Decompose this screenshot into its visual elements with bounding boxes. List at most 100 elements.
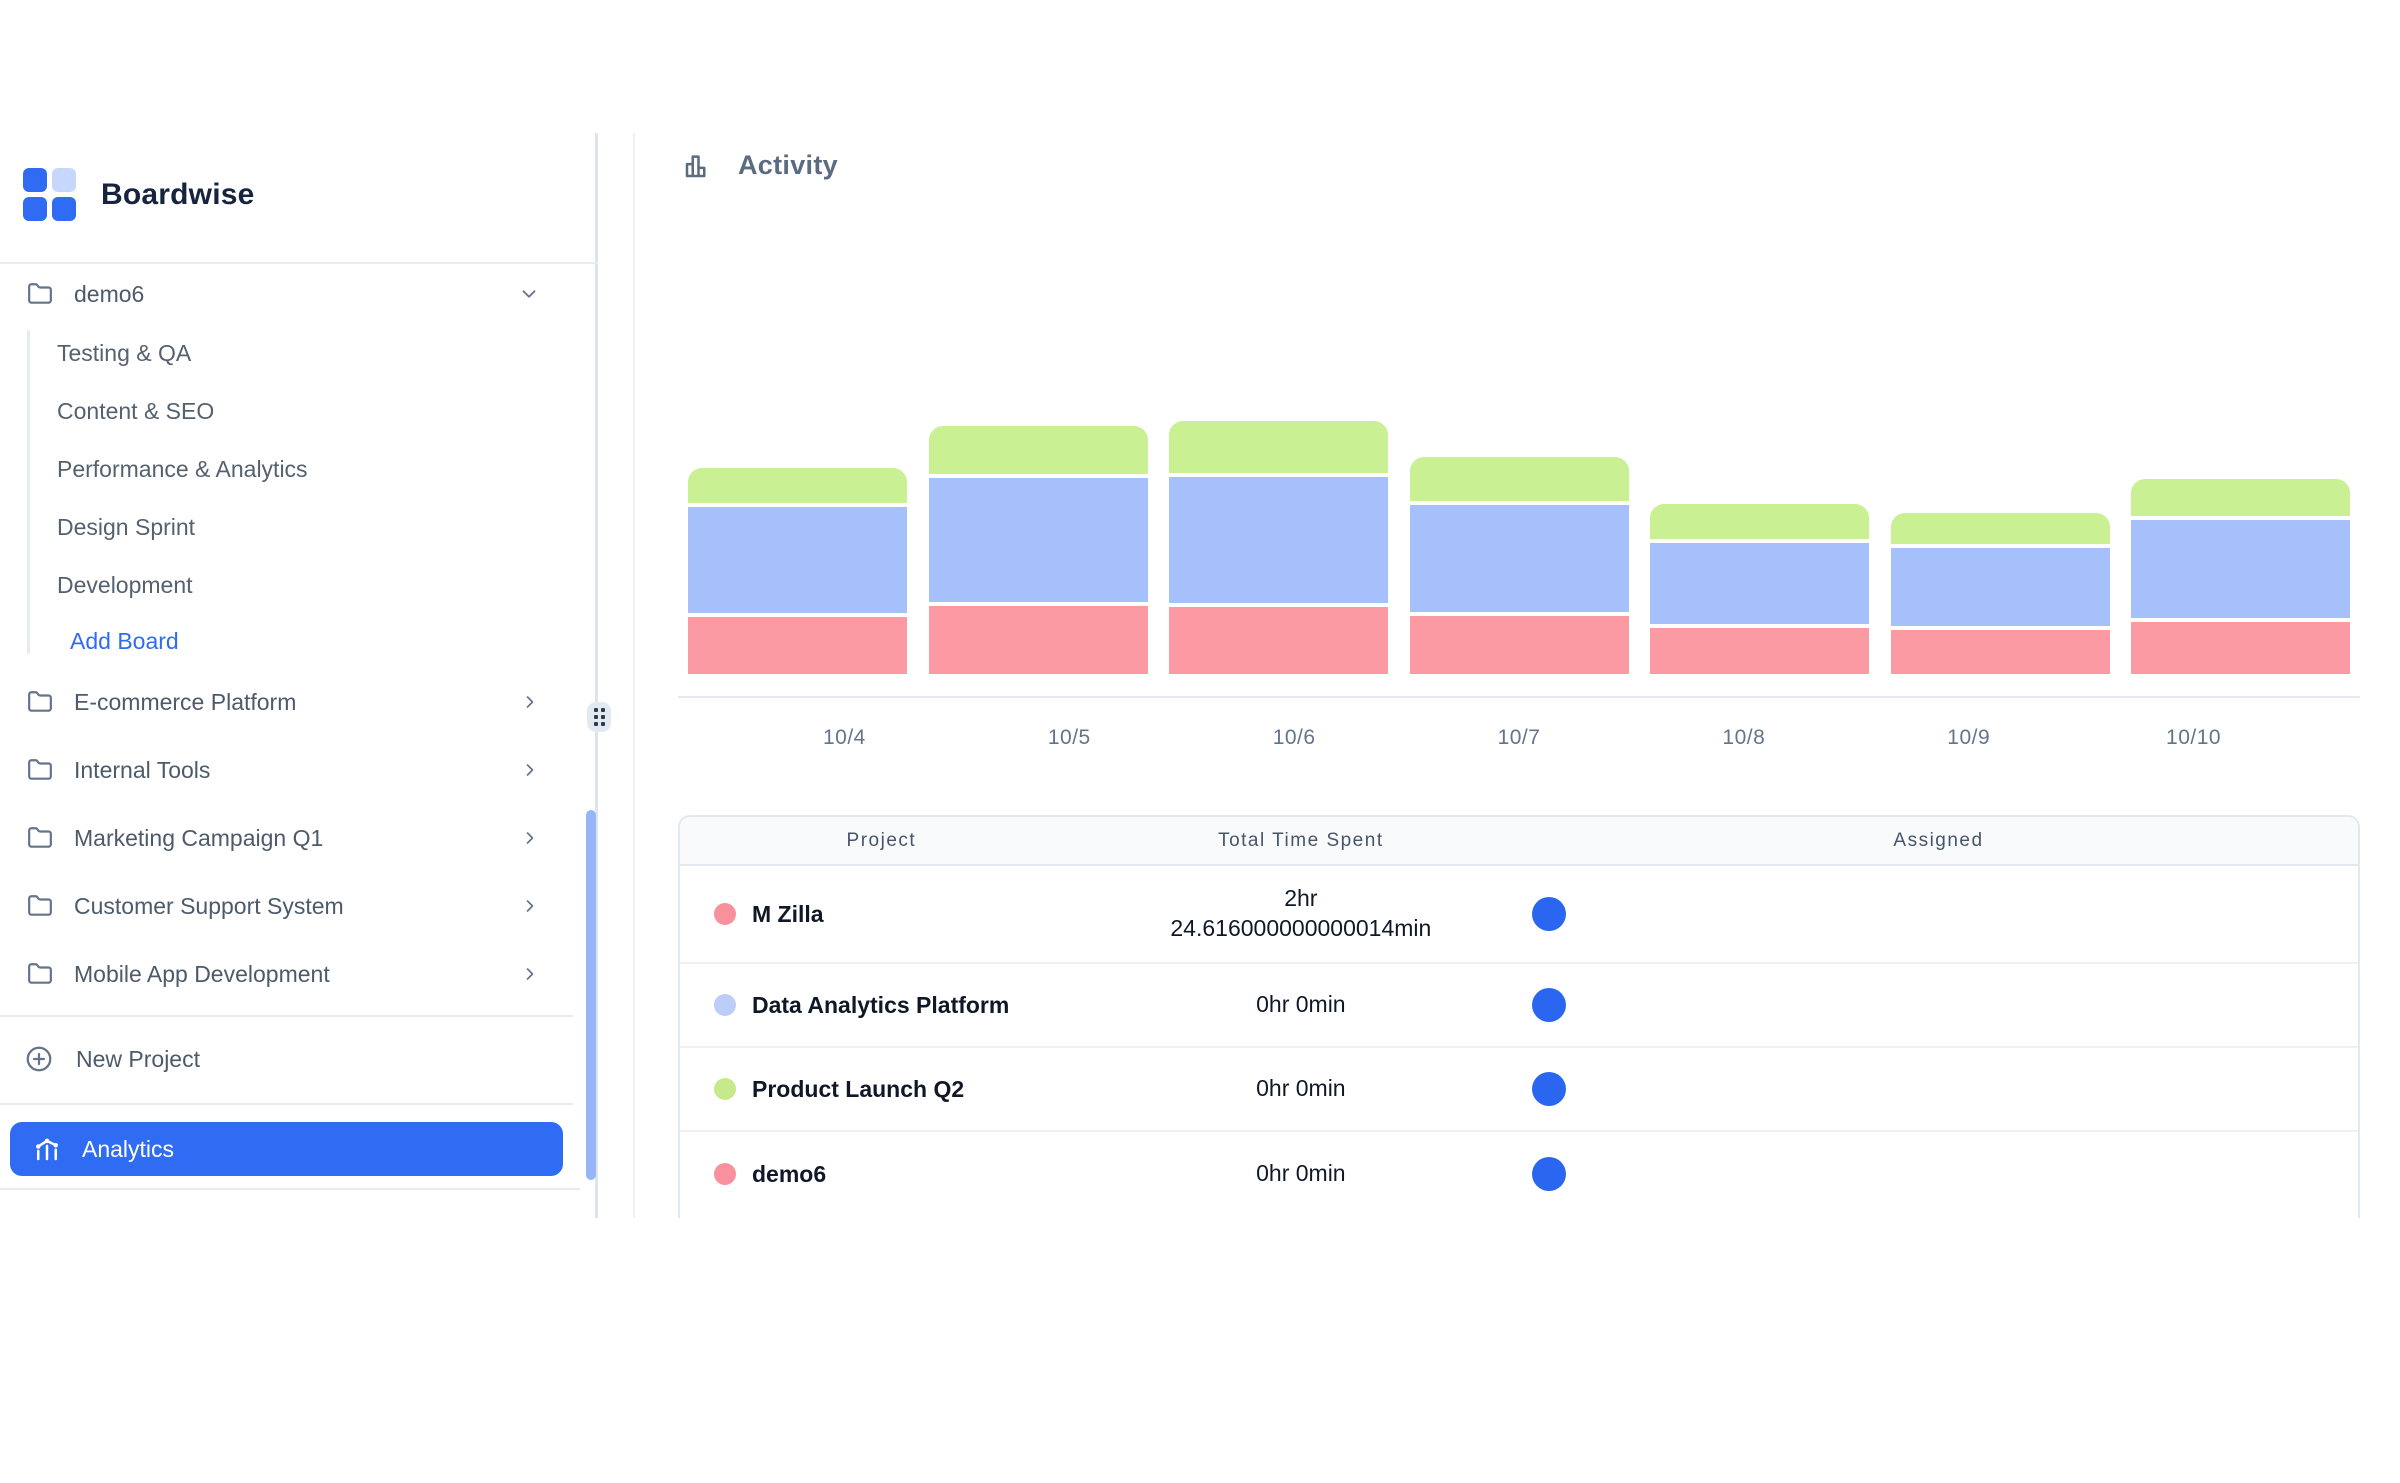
new-project-label: New Project bbox=[76, 1045, 200, 1072]
sidebar: Boardwise demo6 Testing & QA Content & SEO… bbox=[0, 133, 598, 1218]
content-edge-divider bbox=[633, 133, 635, 1218]
logo-square bbox=[23, 168, 47, 192]
bar-segment-data-analytics-platform bbox=[928, 478, 1148, 602]
sidebar-project-demo6[interactable]: demo6 bbox=[0, 264, 598, 324]
new-project-button[interactable]: New Project bbox=[0, 1016, 573, 1102]
bar-segment-product-launch-q2 bbox=[688, 468, 907, 503]
x-axis-label: 10/6 bbox=[1272, 726, 1316, 749]
sidebar-board-testing-qa[interactable]: Testing & QA bbox=[57, 339, 192, 366]
bar-segment-m-zilla bbox=[1409, 616, 1629, 674]
table-row[interactable]: M Zilla 2hr 24.616000000000014min bbox=[680, 866, 2358, 964]
sidebar-project-customer-support-system[interactable]: Customer Support System bbox=[0, 872, 598, 940]
sidebar-board-design-sprint[interactable]: Design Sprint bbox=[57, 513, 196, 540]
project-color-dot bbox=[714, 1078, 736, 1100]
bar-chart-icon bbox=[685, 154, 706, 177]
column-header-total-time-spent: Total Time Spent bbox=[1218, 829, 1384, 851]
brand: Boardwise bbox=[23, 168, 255, 221]
project-name: demo6 bbox=[752, 1160, 827, 1187]
bar-segment-product-launch-q2 bbox=[1409, 457, 1629, 501]
board-list: Testing & QA Content & SEO Performance & A… bbox=[0, 324, 598, 668]
x-axis-label: 10/4 bbox=[822, 726, 866, 749]
sidebar-scrollbar-thumb[interactable] bbox=[586, 810, 596, 1180]
bar-segment-data-analytics-platform bbox=[1890, 548, 2110, 626]
column-header-project: Project bbox=[846, 829, 917, 851]
chevron-right-icon bbox=[526, 764, 534, 776]
sidebar-board-performance-analytics[interactable]: Performance & Analytics bbox=[57, 455, 308, 482]
bar-segment-product-launch-q2 bbox=[1169, 421, 1388, 473]
assignee-avatar[interactable] bbox=[1531, 897, 1566, 931]
table-row[interactable]: Product Launch Q2 0hr 0min bbox=[680, 1048, 2358, 1132]
sidebar-resize-handle[interactable] bbox=[587, 702, 611, 732]
x-axis-label: 10/10 bbox=[2166, 726, 2222, 749]
table-header-row: Project Total Time Spent Assigned bbox=[680, 817, 2358, 866]
bar-segment-m-zilla bbox=[1169, 607, 1388, 674]
sidebar-project-internal-tools[interactable]: Internal Tools bbox=[0, 736, 598, 804]
logo-square bbox=[52, 197, 76, 221]
x-axis-line bbox=[678, 696, 2360, 698]
activity-table: Project Total Time Spent Assigned M Zilla 2… bbox=[678, 815, 2360, 1218]
project-name: Product Launch Q2 bbox=[752, 1075, 965, 1102]
sidebar-project-marketing-campaign-q1[interactable]: Marketing Campaign Q1 bbox=[0, 804, 598, 872]
divider bbox=[0, 1015, 573, 1017]
bar-segment-data-analytics-platform bbox=[1409, 505, 1629, 612]
logo-square bbox=[52, 168, 76, 192]
x-axis-label: 10/7 bbox=[1497, 726, 1541, 749]
bar-segment-product-launch-q2 bbox=[1890, 513, 2110, 544]
indent-guide-line bbox=[27, 330, 30, 654]
sidebar-project-mobile-app-development[interactable]: Mobile App Development bbox=[0, 940, 598, 1008]
folder-icon bbox=[28, 895, 52, 916]
app-root: Boardwise demo6 Testing & QA Content & SEO… bbox=[0, 133, 2400, 1218]
stacked-bar-10/6 bbox=[1169, 421, 1388, 674]
stacked-bar-10/8 bbox=[1650, 504, 1869, 674]
bar-segment-m-zilla bbox=[2131, 622, 2350, 674]
chart-x-labels: 10/4 10/5 10/6 10/7 10/8 10/9 10/10 bbox=[678, 726, 2360, 750]
project-label: Customer Support System bbox=[74, 892, 344, 919]
chevron-right-icon bbox=[526, 900, 534, 912]
assigned-cell bbox=[1519, 1157, 2358, 1191]
bar-segment-data-analytics-platform bbox=[1169, 477, 1388, 603]
folder-icon bbox=[28, 691, 52, 712]
assignee-avatar[interactable] bbox=[1531, 988, 1566, 1022]
stacked-bar-10/10 bbox=[2131, 479, 2350, 674]
bar-segment-m-zilla bbox=[1650, 628, 1869, 674]
project-cell: Product Launch Q2 bbox=[680, 1076, 1083, 1103]
project-color-dot bbox=[714, 1163, 736, 1185]
boardwise-logo-icon bbox=[23, 168, 76, 221]
time-spent-value: 0hr 0min bbox=[1256, 991, 1346, 1018]
project-name: M Zilla bbox=[752, 900, 824, 927]
plus-circle-icon bbox=[26, 1046, 52, 1072]
bar-segment-product-launch-q2 bbox=[1650, 504, 1869, 539]
sidebar-board-development[interactable]: Development bbox=[57, 571, 193, 598]
add-board-button[interactable]: Add Board bbox=[70, 627, 179, 654]
folder-icon bbox=[28, 963, 52, 984]
project-nav: demo6 Testing & QA Content & SEO Performanc… bbox=[0, 262, 598, 1008]
analytics-button[interactable]: Analytics bbox=[10, 1122, 563, 1176]
folder-icon bbox=[28, 827, 52, 848]
stacked-bar-10/9 bbox=[1890, 513, 2110, 674]
project-color-dot bbox=[714, 903, 736, 925]
time-spent-value: 2hr 24.616000000000014min bbox=[1170, 885, 1432, 941]
sidebar-project-e-commerce-platform[interactable]: E-commerce Platform bbox=[0, 668, 598, 736]
table-row[interactable]: Data Analytics Platform 0hr 0min bbox=[680, 964, 2358, 1048]
analytics-chart-icon bbox=[36, 1138, 58, 1161]
project-label: Marketing Campaign Q1 bbox=[74, 824, 324, 851]
bar-segment-m-zilla bbox=[688, 617, 907, 674]
table-row[interactable]: demo6 0hr 0min bbox=[680, 1132, 2358, 1216]
bar-segment-data-analytics-platform bbox=[2131, 520, 2350, 618]
bar-segment-data-analytics-platform bbox=[688, 507, 907, 613]
sidebar-board-content-seo[interactable]: Content & SEO bbox=[57, 397, 215, 424]
bar-segment-m-zilla bbox=[1890, 630, 2110, 674]
chevron-right-icon bbox=[526, 832, 534, 844]
bar-segment-product-launch-q2 bbox=[928, 426, 1148, 474]
divider bbox=[0, 1103, 573, 1105]
chart-plot bbox=[678, 234, 2360, 674]
assignee-avatar[interactable] bbox=[1531, 1157, 1566, 1191]
project-cell: M Zilla bbox=[680, 901, 1083, 928]
time-spent-value: 0hr 0min bbox=[1256, 1075, 1346, 1102]
logo-square bbox=[23, 197, 47, 221]
folder-icon bbox=[28, 759, 52, 780]
main-content: Activity 10/4 10/5 10/6 10/7 10/8 10/9 10/10 P… bbox=[635, 133, 2400, 1218]
bar-segment-data-analytics-platform bbox=[1650, 543, 1869, 624]
assignee-avatar[interactable] bbox=[1531, 1072, 1566, 1106]
table-body: M Zilla 2hr 24.616000000000014min Data Ana… bbox=[680, 866, 2358, 1216]
